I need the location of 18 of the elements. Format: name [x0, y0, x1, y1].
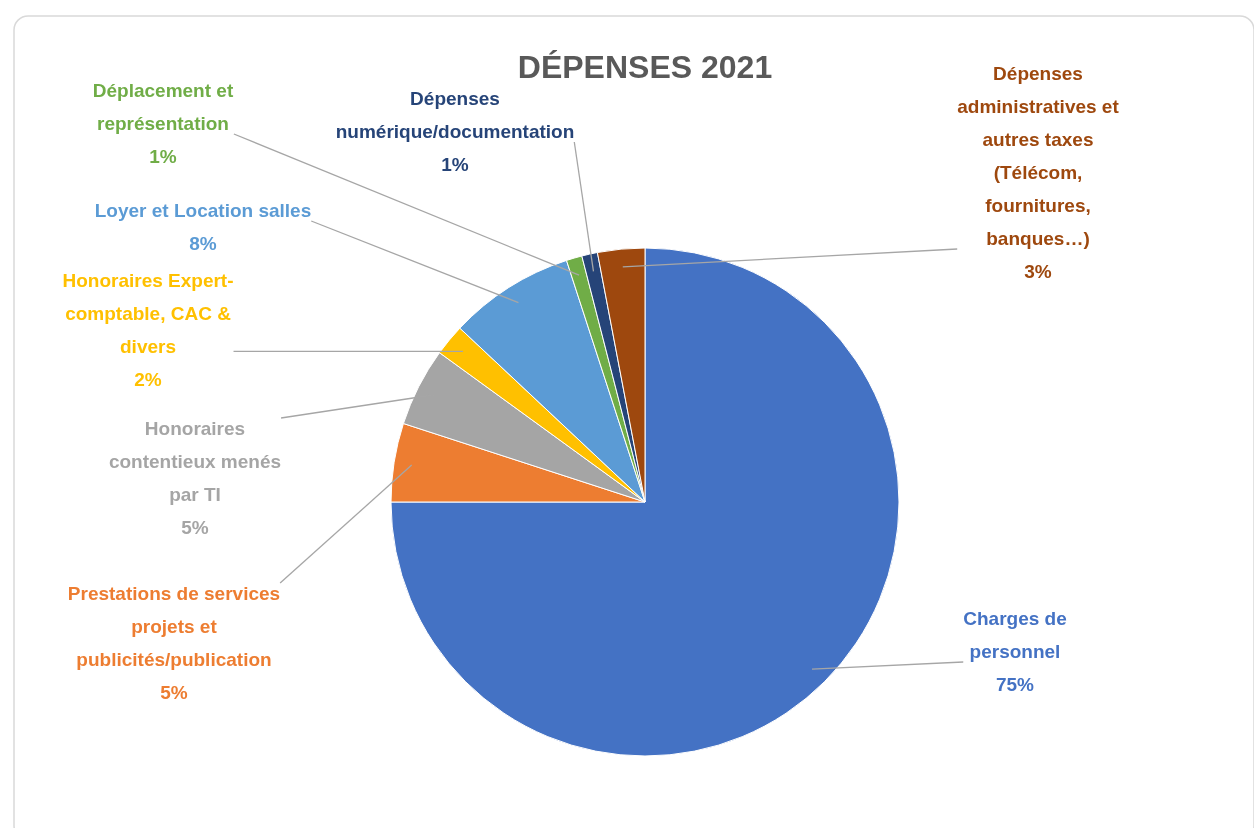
slice-label: Honoraires contentieux menés par TI — [108, 418, 282, 505]
data-label: 8% — [189, 233, 217, 254]
data-label: 75% — [995, 674, 1035, 695]
slice-label: Déplacement et représentation — [92, 80, 234, 134]
data-label: 5% — [160, 682, 188, 703]
slice-label: Prestations de services projets et publicités/publication — [67, 583, 281, 670]
slice-label: Honoraires Expert- comptable, CAC & divers — [62, 270, 234, 357]
slice-label: Charges de personnel — [963, 608, 1067, 662]
data-label: 1% — [149, 146, 177, 167]
data-label: 5% — [181, 517, 209, 538]
data-label: 3% — [1024, 261, 1052, 282]
slice-label: Dépenses numérique/documentation — [335, 88, 575, 142]
data-label: 1% — [441, 154, 469, 175]
slice-label: Loyer et Location salles — [94, 200, 312, 221]
data-label: 2% — [134, 369, 162, 390]
pie-slice — [390, 247, 900, 757]
chart-title: DÉPENSES 2021 — [517, 49, 773, 85]
slice-label: Dépenses administratives et autres taxes (Télécom, fournitures, banques…) — [957, 63, 1120, 249]
